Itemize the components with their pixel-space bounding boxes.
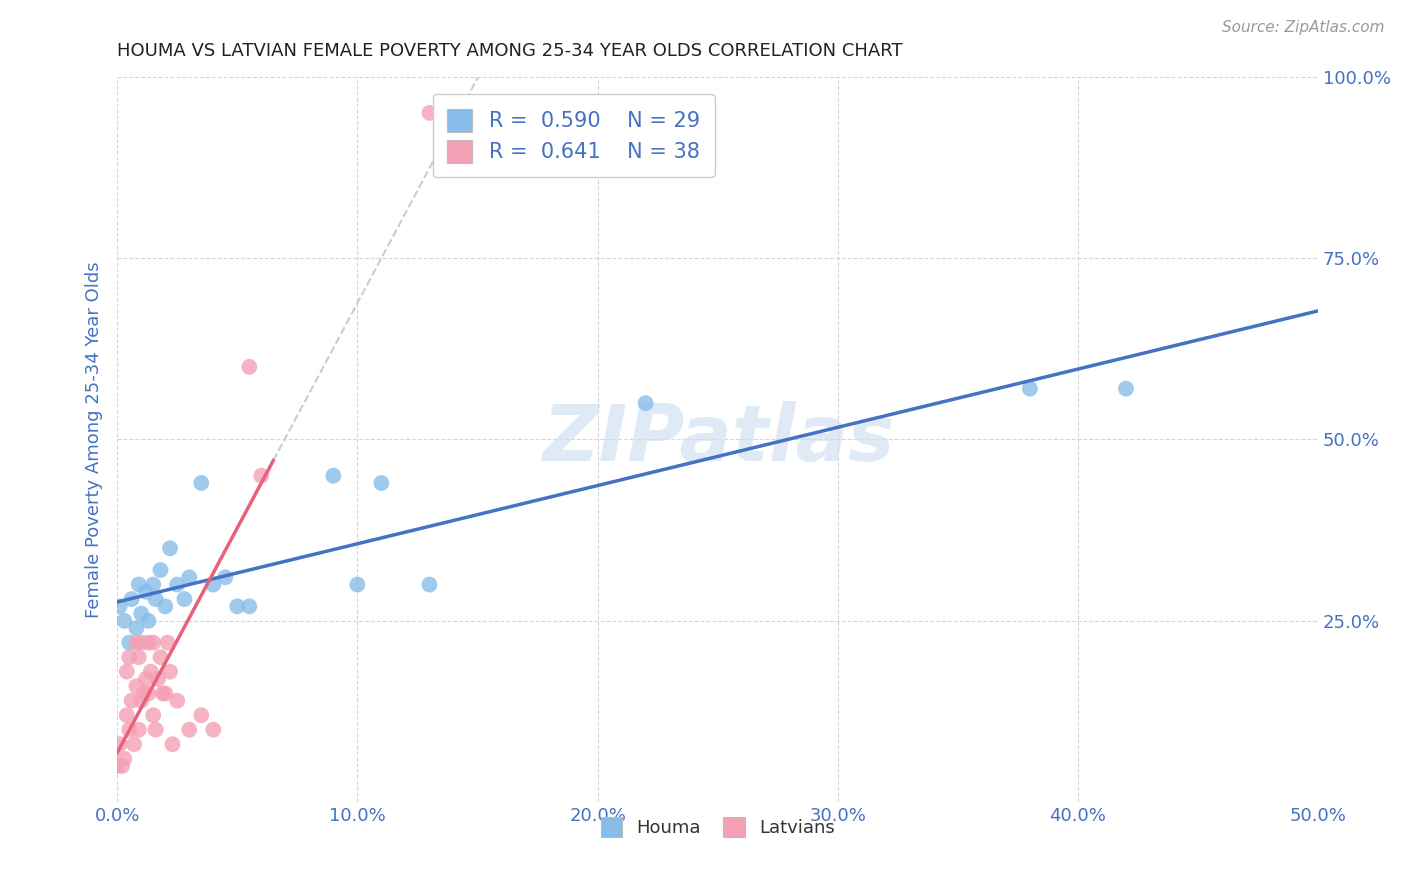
Point <box>145 723 167 737</box>
Point <box>121 592 143 607</box>
Point <box>149 563 172 577</box>
Point <box>118 650 141 665</box>
Point <box>156 635 179 649</box>
Point <box>159 665 181 679</box>
Point <box>108 737 131 751</box>
Point <box>128 650 150 665</box>
Point <box>155 599 177 614</box>
Point <box>238 359 260 374</box>
Point <box>111 759 134 773</box>
Point <box>138 686 160 700</box>
Point <box>190 708 212 723</box>
Point <box>135 672 157 686</box>
Point <box>202 723 225 737</box>
Point <box>149 650 172 665</box>
Point <box>179 723 201 737</box>
Point <box>202 577 225 591</box>
Text: Source: ZipAtlas.com: Source: ZipAtlas.com <box>1222 20 1385 35</box>
Point <box>152 686 174 700</box>
Point <box>115 708 138 723</box>
Point <box>418 106 440 120</box>
Point <box>128 577 150 591</box>
Text: ZIPatlas: ZIPatlas <box>541 401 894 477</box>
Point <box>138 614 160 628</box>
Point <box>226 599 249 614</box>
Point <box>190 475 212 490</box>
Point <box>142 635 165 649</box>
Point <box>250 468 273 483</box>
Point <box>146 672 169 686</box>
Point <box>112 614 135 628</box>
Point <box>166 694 188 708</box>
Point <box>162 737 184 751</box>
Point <box>142 708 165 723</box>
Point <box>173 592 195 607</box>
Point <box>125 679 148 693</box>
Point <box>115 665 138 679</box>
Point <box>145 592 167 607</box>
Point <box>179 570 201 584</box>
Y-axis label: Female Poverty Among 25-34 Year Olds: Female Poverty Among 25-34 Year Olds <box>86 261 103 618</box>
Point <box>135 584 157 599</box>
Point <box>138 635 160 649</box>
Point <box>108 599 131 614</box>
Point <box>139 665 162 679</box>
Point <box>128 723 150 737</box>
Legend: Houma, Latvians: Houma, Latvians <box>593 810 842 844</box>
Point <box>125 635 148 649</box>
Point <box>155 686 177 700</box>
Point <box>214 570 236 584</box>
Point <box>1019 382 1042 396</box>
Point <box>121 694 143 708</box>
Point <box>166 577 188 591</box>
Point <box>142 577 165 591</box>
Point <box>418 577 440 591</box>
Point <box>159 541 181 556</box>
Point <box>132 686 155 700</box>
Point <box>118 723 141 737</box>
Point <box>105 759 128 773</box>
Point <box>118 635 141 649</box>
Point <box>112 752 135 766</box>
Point <box>238 599 260 614</box>
Text: HOUMA VS LATVIAN FEMALE POVERTY AMONG 25-34 YEAR OLDS CORRELATION CHART: HOUMA VS LATVIAN FEMALE POVERTY AMONG 25… <box>117 42 903 60</box>
Point <box>122 737 145 751</box>
Point <box>346 577 368 591</box>
Point <box>129 607 152 621</box>
Point <box>322 468 344 483</box>
Point <box>129 694 152 708</box>
Point <box>1115 382 1137 396</box>
Point <box>634 396 657 410</box>
Point <box>370 475 392 490</box>
Point <box>125 621 148 635</box>
Point <box>129 635 152 649</box>
